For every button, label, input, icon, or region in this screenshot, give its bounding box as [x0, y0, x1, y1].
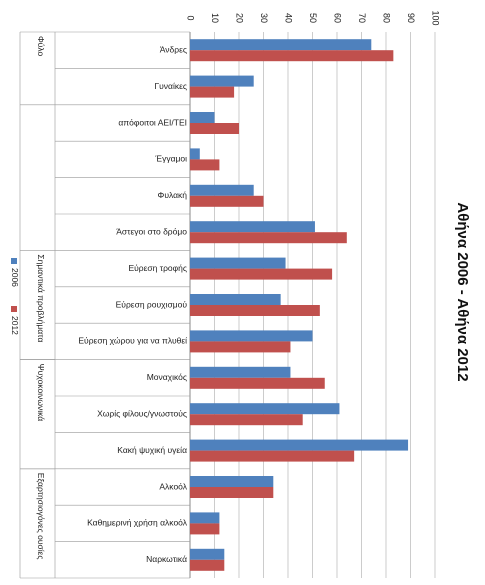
bar-2012	[190, 341, 291, 353]
bar-2012	[190, 414, 303, 426]
bar-2006	[190, 112, 215, 123]
category-label: Χωρίς φίλους/γνωστούς	[97, 408, 187, 418]
category-label: Φυλακή	[158, 190, 188, 200]
group-label: Ψυχοκοινωνικά	[36, 364, 46, 422]
tick-label: 30	[259, 13, 269, 23]
category-label: Καθημερινή χρήση αλκοόλ	[87, 518, 188, 528]
tick-label: 10	[210, 13, 220, 23]
bar-2006	[190, 476, 274, 487]
tick-label: 0	[186, 15, 196, 20]
category-label: Έγγαμοι	[154, 154, 187, 164]
tick-label: 20	[235, 13, 245, 23]
bar-2012	[190, 450, 355, 462]
bar-2006	[190, 330, 313, 342]
bar-2012	[190, 159, 220, 171]
bar-2012	[190, 123, 239, 134]
bar-2012	[190, 268, 333, 280]
bar-2006	[190, 257, 286, 269]
bar-2006	[190, 221, 315, 233]
group-label: Φύλο	[36, 36, 46, 57]
bar-2006	[190, 184, 254, 196]
tick-label: 50	[308, 13, 318, 23]
group-label: Εξαρτησιογόνες ουσίες	[36, 473, 46, 560]
category-label: Άστεγοι στο δρόμο	[116, 226, 187, 236]
tick-label: 90	[406, 13, 416, 23]
category-label: Άνδρες	[160, 44, 187, 54]
bar-2006	[190, 548, 225, 560]
bar-2006	[190, 512, 220, 524]
bar-2006	[190, 439, 409, 451]
bar-2012	[190, 50, 394, 62]
bar-2006	[190, 403, 340, 415]
bar-2012	[190, 377, 325, 389]
tick-label: 40	[284, 13, 294, 23]
legend-swatch-2006	[11, 258, 17, 264]
category-label: απόφοιτοι ΑΕΙ/ΤΕΙ	[118, 117, 187, 127]
chart-title: Αθήνα 2006 - Αθήνα 2012	[454, 202, 471, 381]
tick-label: 100	[431, 10, 441, 25]
legend-label-2006: 2006	[10, 268, 20, 287]
bar-2006	[190, 75, 254, 87]
bar-2006	[190, 39, 372, 51]
bar-2012	[190, 305, 320, 316]
category-label: Εύρεση χώρου για να πλυθεί	[78, 336, 187, 346]
category-label: Κακή ψυχική υγεία	[117, 445, 187, 455]
category-label: Αλκοόλ	[159, 481, 187, 491]
category-label: Εύρεση τροφής	[128, 263, 187, 273]
bar-2012	[190, 232, 347, 244]
group-label: Σημαντικά προβλήματα	[36, 254, 46, 342]
category-label: Εύρεση ρουχισμού	[116, 299, 188, 309]
bar-2006	[190, 294, 281, 305]
bar-2012	[190, 195, 264, 207]
category-label: Γυναίκες	[154, 81, 187, 91]
tick-label: 80	[382, 13, 392, 23]
legend-label-2012: 2012	[10, 316, 20, 335]
category-label: Μοναχικός	[147, 372, 187, 382]
bar-2012	[190, 487, 274, 498]
tick-label: 70	[357, 13, 367, 23]
bar-2006	[190, 148, 200, 160]
bar-2012	[190, 559, 225, 571]
bar-2006	[190, 366, 291, 378]
category-label: Ναρκωτικά	[146, 554, 187, 564]
bar-2012	[190, 86, 235, 98]
tick-label: 60	[333, 13, 343, 23]
bar-2012	[190, 523, 220, 535]
legend-swatch-2012	[11, 306, 17, 312]
